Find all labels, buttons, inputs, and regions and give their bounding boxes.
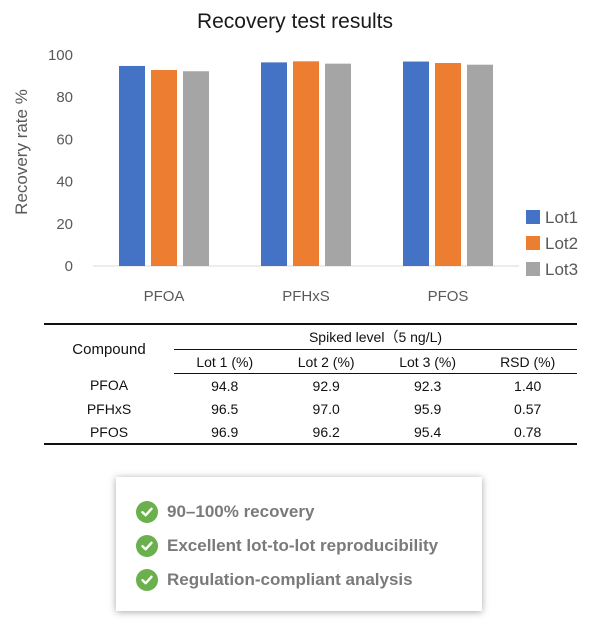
legend-swatch (526, 262, 540, 276)
x-tick-label: PFOS (428, 288, 469, 305)
column-header: Lot 3 (%) (376, 349, 479, 374)
bar-pfoa-lot3 (183, 71, 209, 266)
check-circle-icon (136, 535, 158, 557)
bar-pfos-lot1 (403, 61, 429, 266)
bar-pfos-lot2 (435, 63, 461, 266)
compound-header: Compound (44, 323, 174, 374)
bar-pfoa-lot2 (151, 69, 177, 266)
legend-swatch (526, 210, 540, 224)
x-tick-label: PFOA (144, 288, 185, 305)
highlight-item: Excellent lot-to-lot reproducibility (116, 529, 482, 563)
value-cell: 97.0 (312, 400, 340, 417)
bar-pfhxs-lot1 (261, 62, 287, 267)
spiked-level-header: Spiked level（5 ng/L) (174, 323, 577, 350)
highlights-box: 90–100% recovery Excellent lot-to-lot re… (116, 477, 482, 611)
value-cell: 0.78 (478, 420, 577, 445)
column-header: Lot 1 (%) (174, 349, 276, 374)
compound-cell: PFOS (44, 420, 174, 445)
y-tick-label: 100 (48, 47, 73, 64)
table-row: PFOS 96.9 96.2 95.4 0.78 (44, 420, 577, 445)
chart-title: Recovery test results (197, 10, 393, 33)
legend-label: Lot3 (545, 260, 578, 279)
y-tick-label: 0 (65, 258, 73, 275)
compound-cell: PFOA (89, 377, 129, 394)
value-cell: 1.40 (514, 377, 542, 394)
value-cell: 0.57 (514, 400, 542, 417)
value-cell: 96.9 (174, 420, 276, 445)
bar-pfoa-lot1 (119, 65, 145, 266)
legend-swatch (526, 236, 540, 250)
recovery-table-container: Compound Spiked level（5 ng/L) Lot 1 (%) … (44, 323, 577, 445)
bar-pfhxs-lot2 (293, 61, 319, 266)
value-cell: 92.9 (312, 377, 340, 394)
value-cell: 95.4 (376, 420, 479, 445)
bar-pfos-lot3 (467, 64, 493, 267)
recovery-chart: Recovery test results Recovery rate % 0 2… (12, 10, 578, 305)
check-circle-icon (136, 501, 158, 523)
legend-label: Lot2 (545, 234, 578, 253)
column-header: Lot 2 (%) (275, 349, 377, 374)
value-cell: 96.2 (275, 420, 377, 445)
table-row: PFOA 94.8 92.9 92.3 1.40 (44, 374, 577, 398)
highlight-item: Regulation-compliant analysis (116, 563, 482, 597)
compound-cell: PFHxS (86, 400, 132, 417)
x-tick-label: PFHxS (282, 288, 330, 305)
y-tick-label: 80 (56, 89, 73, 106)
recovery-table: Compound Spiked level（5 ng/L) Lot 1 (%) … (44, 323, 577, 445)
y-tick-label: 60 (56, 131, 73, 148)
value-cell: 96.5 (211, 400, 239, 417)
highlight-item: 90–100% recovery (116, 495, 482, 529)
value-cell: 95.9 (414, 400, 442, 417)
highlight-text: 90–100% recovery (167, 502, 315, 521)
y-tick-label: 40 (56, 174, 73, 191)
highlight-text: Regulation-compliant analysis (167, 570, 413, 589)
bar-pfhxs-lot3 (325, 63, 351, 266)
value-cell: 94.8 (211, 377, 239, 394)
table-row: PFHxS 96.5 97.0 95.9 0.57 (44, 397, 577, 420)
y-axis-label: Recovery rate % (12, 89, 31, 215)
legend-label: Lot1 (545, 208, 578, 227)
value-cell: 92.3 (414, 377, 442, 394)
check-circle-icon (136, 569, 158, 591)
y-tick-label: 20 (56, 216, 73, 233)
column-header: RSD (%) (478, 349, 577, 374)
highlight-text: Excellent lot-to-lot reproducibility (167, 536, 439, 555)
